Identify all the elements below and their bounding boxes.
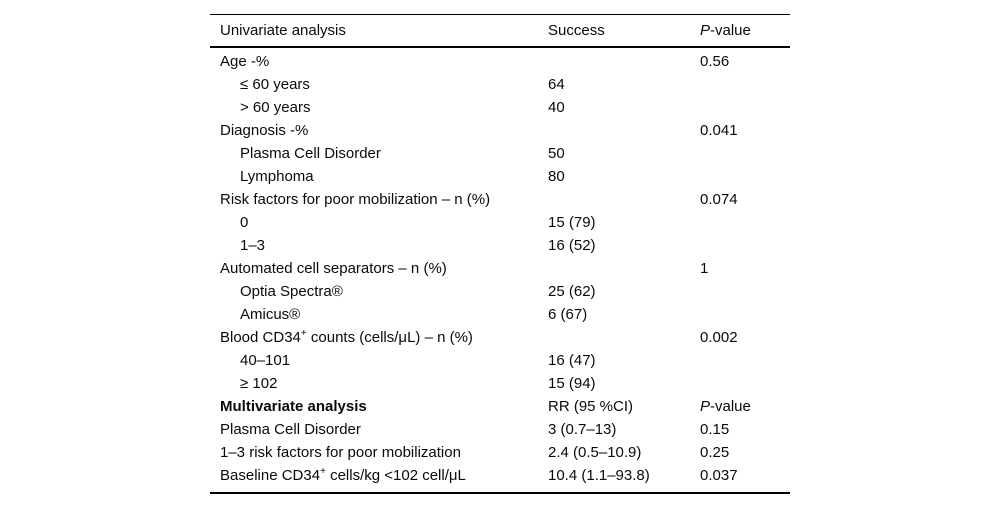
row-p-value: 0.037 (700, 467, 738, 484)
row-p-value: P-value (700, 398, 751, 415)
table-row: Plasma Cell Disorder 3 (0.7–13) 0.15 (210, 418, 790, 441)
table-row: Blood CD34+ counts (cells/μL) – n (%) 0.0… (210, 326, 790, 349)
table-row: ≥ 102 15 (94) (210, 372, 790, 395)
table-row: 40–101 16 (47) (210, 349, 790, 372)
table-row: ≤ 60 years 64 (210, 73, 790, 96)
table-row: Amicus® 6 (67) (210, 303, 790, 326)
row-label: Automated cell separators – n (%) (220, 260, 447, 277)
row-label: ≥ 102 (240, 375, 278, 392)
table-row: 1–3 16 (52) (210, 234, 790, 257)
p-italic: P (700, 398, 711, 415)
row-p-value: 0.56 (700, 53, 730, 70)
row-label: Multivariate analysis (220, 398, 367, 415)
table-row: Plasma Cell Disorder 50 (210, 142, 790, 165)
row-label: > 60 years (240, 99, 311, 116)
header-univariate-analysis: Univariate analysis (220, 22, 346, 39)
row-label: 1–3 risk factors for poor mobilization (220, 444, 461, 461)
row-label: Plasma Cell Disorder (220, 421, 361, 438)
row-success-value: 50 (548, 145, 565, 162)
row-success-value: 16 (52) (548, 237, 596, 254)
row-success-value: 6 (67) (548, 306, 588, 323)
row-success-value: 10.4 (1.1–93.8) (548, 467, 650, 484)
table-row: Multivariate analysis RR (95 %CI) P-value (210, 395, 790, 418)
table-row: Diagnosis -% 0.041 (210, 119, 790, 142)
row-p-value: 0.15 (700, 421, 730, 438)
row-label: ≤ 60 years (240, 76, 310, 93)
row-success-value: 3 (0.7–13) (548, 421, 617, 438)
row-label: Optia Spectra® (240, 283, 343, 300)
row-success-value: 64 (548, 76, 565, 93)
row-label: Baseline CD34+ cells/kg <102 cell/μL (220, 466, 466, 485)
table-body: Age -% 0.56 ≤ 60 years 64 > 60 years 40 Diagno… (210, 48, 790, 494)
row-p-value: 0.002 (700, 329, 738, 346)
row-label: 0 (240, 214, 249, 231)
header-p-italic: P (700, 22, 711, 39)
table-header-row: Univariate analysis Success P-value (210, 15, 790, 48)
row-success-value: 15 (79) (548, 214, 596, 231)
row-label: Diagnosis -% (220, 122, 309, 139)
header-p-value: P-value (700, 22, 790, 39)
row-label: Amicus® (240, 306, 301, 323)
header-success: Success (548, 22, 605, 39)
row-label: 40–101 (240, 352, 291, 369)
table-row: 0 15 (79) (210, 211, 790, 234)
row-label: Risk factors for poor mobilization – n (… (220, 191, 491, 208)
row-success-value: 80 (548, 168, 565, 185)
row-p-value: 0.074 (700, 191, 738, 208)
superscript-plus: + (320, 466, 326, 477)
table-row: Age -% 0.56 (210, 50, 790, 73)
table-row: Risk factors for poor mobilization – n (… (210, 188, 790, 211)
superscript-plus: + (300, 328, 307, 339)
row-success-value: 40 (548, 99, 565, 116)
row-success-value: 2.4 (0.5–10.9) (548, 444, 642, 461)
row-success-value: 16 (47) (548, 352, 596, 369)
row-p-value: 1 (700, 260, 709, 277)
row-p-value: 0.041 (700, 122, 738, 139)
row-label: Age -% (220, 53, 270, 70)
row-label: Plasma Cell Disorder (240, 145, 381, 162)
table-row: Automated cell separators – n (%) 1 (210, 257, 790, 280)
row-success-value: 25 (62) (548, 283, 596, 300)
table-row: > 60 years 40 (210, 96, 790, 119)
table-row: 1–3 risk factors for poor mobilization 2.… (210, 441, 790, 464)
row-label: Lymphoma (240, 168, 314, 185)
table-row: Optia Spectra® 25 (62) (210, 280, 790, 303)
analysis-table: Univariate analysis Success P-value Age … (210, 14, 790, 494)
row-success-value: 15 (94) (548, 375, 596, 392)
table-row: Baseline CD34+ cells/kg <102 cell/μL 10.4… (210, 464, 790, 487)
table-row: Lymphoma 80 (210, 165, 790, 188)
row-label: Blood CD34+ counts (cells/μL) – n (%) (220, 328, 473, 347)
header-p-rest: -value (710, 22, 751, 39)
row-label: 1–3 (240, 237, 266, 254)
row-success-value: RR (95 %CI) (548, 398, 634, 415)
row-p-value: 0.25 (700, 444, 730, 461)
